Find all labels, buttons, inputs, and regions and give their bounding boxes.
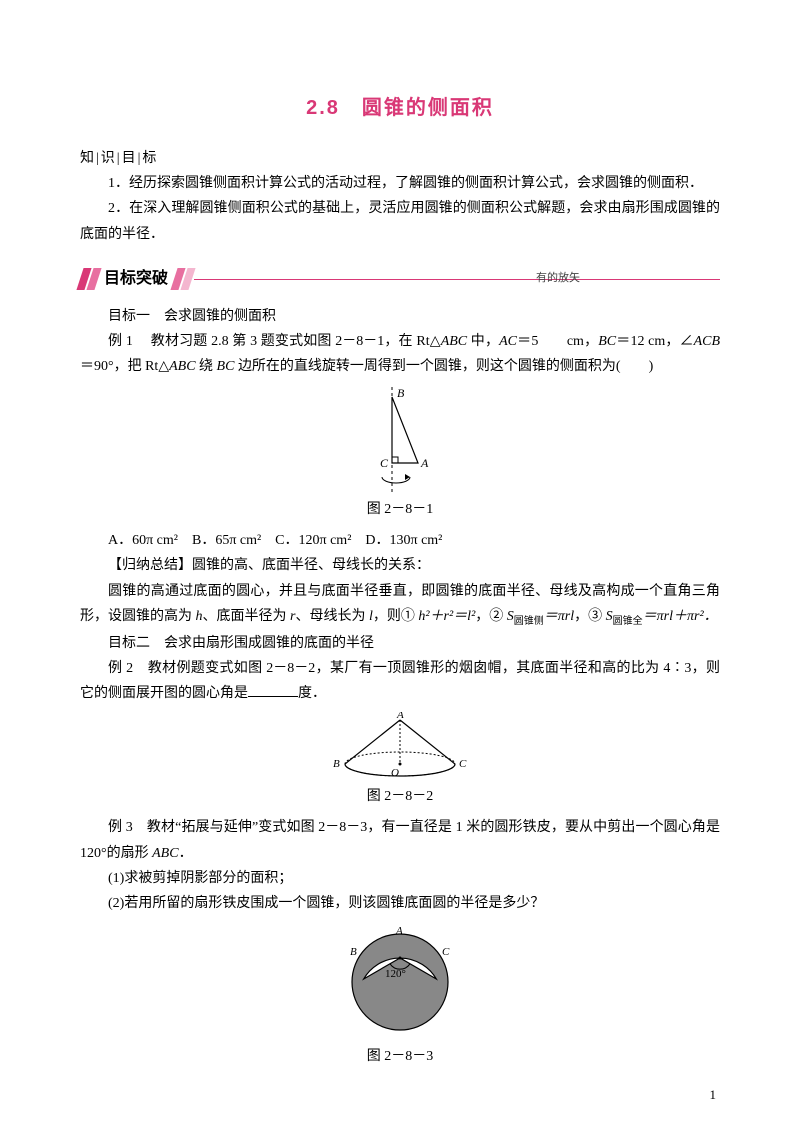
fig1-label-a: A [420, 456, 429, 470]
fig2-o: O [391, 767, 399, 779]
sb-sside: S [507, 609, 514, 624]
sb2: 、底面半径为 [203, 609, 291, 624]
section-heading-text: 目标突破 [104, 265, 168, 294]
example2: 例 2 教材例题变式如图 2－8－2，某厂有一顶圆锥形的烟囱帽，其底面半径和高的… [80, 656, 720, 706]
example3-q1: (1)求被剪掉阴影部分的面积； [80, 866, 720, 891]
figure-2-8-3: 120° A B C 图 2－8－3 [80, 922, 720, 1069]
ex1-mid2: 绕 [196, 359, 217, 374]
sb5: ，② [475, 609, 507, 624]
fig1-svg: B C A [360, 385, 440, 495]
goal1-label: 目标一 会求圆锥的侧面积 [80, 304, 720, 329]
fig3-b: B [350, 946, 357, 958]
sb-f2: ＝πrl [544, 609, 574, 624]
ex1-eq1: ＝5 cm， [517, 334, 598, 349]
page-number: 1 [710, 1083, 717, 1106]
ex1-acb: ACB [694, 334, 720, 349]
fig3-a: A [395, 925, 403, 937]
fig2-svg: A B C O [325, 712, 475, 782]
summary-body: 圆锥的高通过底面的圆心，并且与底面半径垂直，即圆锥的底面半径、母线及高构成一个直… [80, 579, 720, 631]
ex2-tail: 度． [298, 686, 326, 701]
rule-caption: 有的放矢 [536, 269, 580, 289]
figure-2-8-2: A B C O 图 2－8－2 [80, 712, 720, 809]
fig2-c: C [459, 758, 467, 770]
section-heading: 目标突破 有的放矢 [80, 265, 720, 294]
knowledge-item-1: 1．经历探索圆锥侧面积计算公式的活动过程，了解圆锥的侧面积计算公式，会求圆锥的侧… [80, 171, 720, 196]
fig3-angle: 120° [385, 968, 406, 980]
ex1-tri2: ABC [169, 359, 195, 374]
ex1-eq3: ＝90°，把 Rt△ [80, 359, 169, 374]
fig2-b: B [333, 758, 340, 770]
stripe-icon-right [174, 268, 194, 290]
example1-options: A．60π cm² B．65π cm² C．120π cm² D．130π cm… [80, 528, 720, 553]
ex1-tail: 边所在的直线旋转一周得到一个圆锥，则这个圆锥的侧面积为( ) [234, 359, 653, 374]
example1: 例 1 教材习题 2.8 第 3 题变式如图 2－8－1，在 Rt△ABC 中，… [80, 329, 720, 379]
ex1-prefix: 例 1 教材习题 2.8 第 3 题变式如图 2－8－1，在 Rt△ [108, 334, 441, 349]
fig1-label-c: C [380, 456, 389, 470]
knowledge-item-2: 2．在深入理解圆锥侧面积公式的基础上，灵活应用圆锥的侧面积公式解题，会求由扇形围… [80, 196, 720, 246]
figure-2-8-1: B C A 图 2－8－1 [80, 385, 720, 522]
fig1-caption: 图 2－8－1 [80, 497, 720, 522]
sb3: 、母线长为 [295, 609, 369, 624]
ex3-b: ． [179, 846, 193, 861]
fig2-a: A [396, 712, 404, 721]
page-title: 2.8 圆锥的侧面积 [80, 90, 720, 126]
sb-f1: h²＋r²＝l² [418, 609, 475, 624]
stripe-icon [80, 268, 100, 290]
knowledge-label: 知|识|目|标 [80, 146, 720, 171]
rule-line: 有的放矢 [194, 279, 720, 280]
ex1-mid1: 中， [467, 334, 499, 349]
sb-sall-sub: 圆锥全 [613, 616, 643, 627]
summary-label: 【归纳总结】圆锥的高、底面半径、母线长的关系： [80, 553, 720, 578]
sb6: ，③ [574, 609, 606, 624]
fig1-label-b: B [397, 386, 405, 400]
ex2-text: 例 2 教材例题变式如图 2－8－2，某厂有一顶圆锥形的烟囱帽，其底面半径和高的… [80, 661, 720, 701]
sb4: ，则① [373, 609, 419, 624]
ex1-ac: AC [499, 334, 517, 349]
ex1-bc: BC [598, 334, 616, 349]
goal2-label: 目标二 会求由扇形围成圆锥的底面的半径 [80, 631, 720, 656]
fig3-svg: 120° A B C [340, 922, 460, 1042]
example3: 例 3 教材“拓展与延伸”变式如图 2－8－3，有一直径是 1 米的圆形铁皮，要… [80, 815, 720, 865]
ex2-blank [248, 683, 298, 697]
sb-h: h [196, 609, 203, 624]
ex1-eq2: ＝12 cm，∠ [616, 334, 693, 349]
example3-q2: (2)若用所留的扇形铁皮围成一个圆锥，则该圆锥底面圆的半径是多少？ [80, 891, 720, 916]
ex3-abc: ABC [152, 846, 178, 861]
sb-f3: ＝πrl＋πr²． [643, 609, 718, 624]
ex1-tri: ABC [441, 334, 467, 349]
ex1-bc2: BC [217, 359, 235, 374]
sb-sside-sub: 圆锥侧 [514, 616, 544, 627]
fig2-caption: 图 2－8－2 [80, 784, 720, 809]
fig3-caption: 图 2－8－3 [80, 1044, 720, 1069]
fig3-c: C [442, 946, 450, 958]
sb-sall: S [606, 609, 613, 624]
